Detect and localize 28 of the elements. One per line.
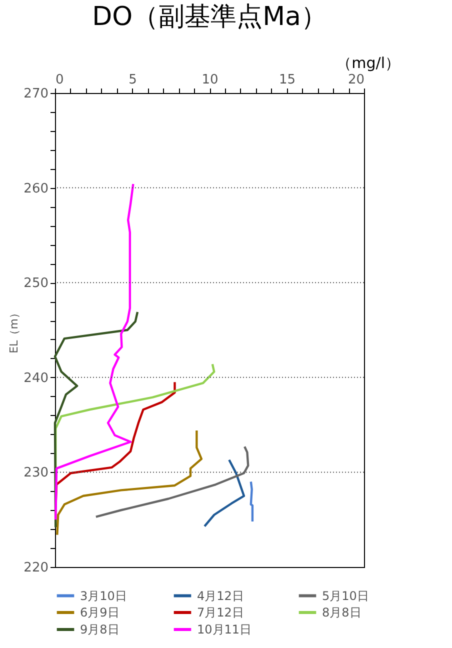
line-series [94,446,250,518]
x-axis-title: （mg/l） [336,54,400,72]
legend-label: 6月9日 [80,606,120,620]
legend-label: 9月8日 [80,622,120,636]
legend-label: 3月10日 [80,588,127,603]
line-series [203,458,246,528]
y-tick-label: 220 [24,560,48,576]
y-tick-label: 260 [24,181,48,196]
x-tick-label: 0 [56,72,64,88]
y-tick-label: 250 [24,276,48,292]
x-tick-label: 20 [348,72,364,88]
legend-label: 7月12日 [197,606,244,620]
y-tick-label: 270 [24,86,48,102]
y-tick-label: 240 [24,370,48,386]
x-tick-label: 10 [202,72,218,88]
chart-title: DO（副基準点Ma） [92,2,327,32]
legend-label: 10月11日 [197,622,252,636]
line-series [250,480,254,523]
legend-label: 8月8日 [322,606,362,620]
y-tick-label: 230 [24,466,48,481]
x-tick-label: 5 [128,72,137,88]
line-series [54,182,134,521]
legend-label: 4月12日 [197,588,244,603]
x-tick-label: 15 [278,72,296,88]
line-series [56,429,203,536]
line-series [54,310,139,528]
y-axis-title: EL（m） [8,308,21,354]
legend-label: 5月10日 [322,588,369,603]
